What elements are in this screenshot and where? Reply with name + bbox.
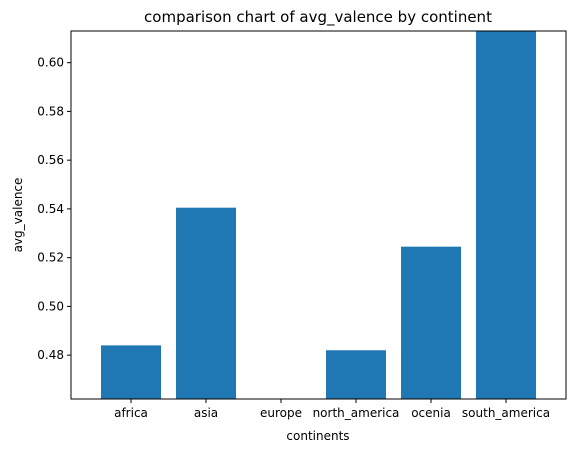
- bar-africa: [101, 345, 161, 399]
- x-tick-label-north_america: north_america: [313, 406, 400, 420]
- bars-group: [101, 31, 536, 399]
- x-tick-label-africa: africa: [114, 406, 148, 420]
- bar-north_america: [326, 350, 386, 399]
- x-tick-label-ocenia: ocenia: [411, 406, 451, 420]
- chart-title: comparison chart of avg_valence by conti…: [144, 8, 492, 27]
- plot-frame: [70, 30, 567, 400]
- y-tick-label-1: 0.50: [37, 299, 64, 313]
- y-tick-label-5: 0.58: [37, 104, 64, 118]
- x-tick-label-europe: europe: [260, 406, 302, 420]
- x-axis: africa asia europe north_america ocenia south…: [114, 399, 550, 420]
- bar-south_america: [476, 31, 536, 399]
- y-tick-label-3: 0.54: [37, 202, 64, 216]
- y-tick-label-6: 0.60: [37, 56, 64, 70]
- x-tick-label-south_america: south_america: [462, 406, 550, 420]
- y-axis-label: avg_valence: [11, 178, 25, 253]
- bar-asia: [176, 207, 236, 399]
- bar-ocenia: [401, 246, 461, 399]
- y-tick-label-0: 0.48: [37, 348, 64, 362]
- y-tick-label-4: 0.56: [37, 153, 64, 167]
- y-axis: 0.48 0.50 0.52 0.54 0.56 0.58 0.60: [37, 56, 71, 362]
- x-tick-label-asia: asia: [194, 406, 218, 420]
- x-axis-label: continents: [286, 429, 349, 443]
- y-tick-label-2: 0.52: [37, 251, 64, 265]
